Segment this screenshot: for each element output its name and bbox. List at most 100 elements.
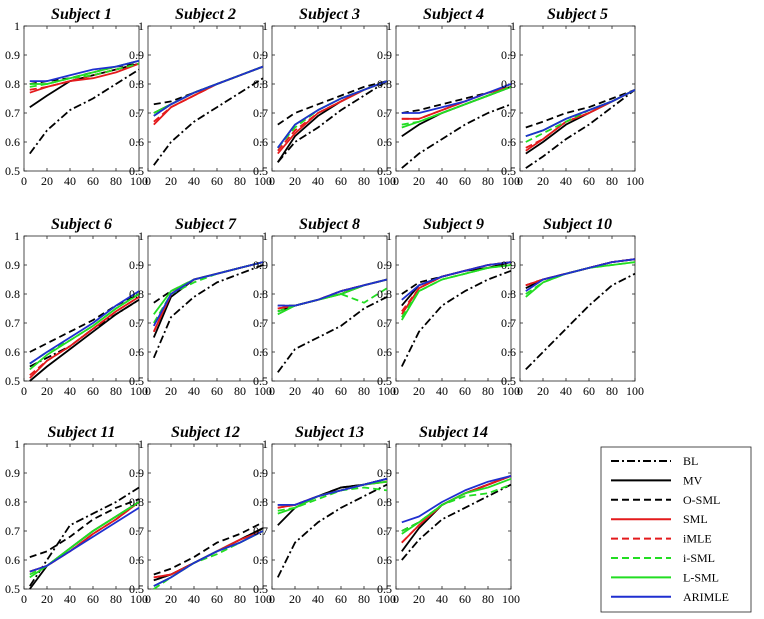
series-line-imle	[29, 296, 140, 376]
series-line-arimle	[525, 258, 636, 292]
x-tick-label: 40	[312, 592, 324, 606]
x-tick-label: 80	[234, 174, 246, 188]
y-tick-label: 0.8	[5, 287, 20, 301]
x-tick-label: 20	[165, 592, 177, 606]
series-line-bl	[152, 264, 264, 359]
plot-area	[147, 235, 264, 382]
x-tick-label: 60	[87, 592, 99, 606]
x-tick-label: 20	[289, 384, 301, 398]
legend-label-sml: SML	[683, 512, 708, 526]
x-tick-label: 20	[165, 174, 177, 188]
series-line-o-sml	[525, 88, 636, 129]
series-line-l-sml	[401, 264, 512, 321]
series-line-arimle	[29, 59, 140, 82]
y-tick-label: 1	[510, 229, 516, 243]
y-tick-label: 0.6	[377, 553, 392, 567]
x-tick-label: 40	[188, 384, 200, 398]
y-tick-label: 0.9	[5, 48, 20, 62]
x-tick-label: 0	[517, 174, 523, 188]
x-tick-label: 100	[502, 384, 520, 398]
y-tick-label: 0.6	[129, 135, 144, 149]
y-tick-label: 0.8	[129, 287, 144, 301]
x-tick-label: 60	[211, 384, 223, 398]
y-tick-label: 0.5	[501, 164, 516, 178]
legend-label-l-sml: L-SML	[683, 570, 719, 584]
y-tick-label: 0.8	[377, 287, 392, 301]
x-tick-label: 20	[41, 592, 53, 606]
y-tick-label: 0.9	[253, 258, 268, 272]
y-tick-label: 0.7	[253, 316, 268, 330]
x-tick-label: 100	[502, 174, 520, 188]
x-tick-label: 40	[312, 384, 324, 398]
chart-title: Subject 11	[47, 424, 115, 441]
series-line-o-sml	[277, 80, 388, 126]
chart-subject-4: Subject 4 0.5 0.6 0.7 0.8 0.9 1 0 20 40 60 80 100	[377, 6, 520, 188]
x-tick-label: 40	[64, 592, 76, 606]
legend-label-imle: iMLE	[683, 532, 712, 546]
y-tick-label: 0.6	[377, 345, 392, 359]
chart-title: Subject 12	[171, 424, 240, 441]
x-tick-label: 40	[436, 174, 448, 188]
y-tick-label: 1	[138, 437, 144, 451]
y-tick-label: 0.5	[129, 582, 144, 596]
series-line-l-sml	[401, 86, 512, 129]
x-tick-label: 0	[269, 384, 275, 398]
y-tick-label: 1	[386, 437, 392, 451]
x-tick-label: 40	[64, 174, 76, 188]
x-tick-label: 0	[145, 174, 151, 188]
x-tick-label: 0	[269, 592, 275, 606]
x-tick-label: 0	[21, 384, 27, 398]
y-tick-label: 0.5	[253, 374, 268, 388]
series-line-bl	[401, 103, 512, 169]
x-tick-label: 0	[393, 384, 399, 398]
y-tick-label: 0.8	[5, 77, 20, 91]
x-tick-label: 0	[269, 174, 275, 188]
x-tick-label: 80	[606, 174, 618, 188]
x-tick-label: 0	[21, 592, 27, 606]
chart-subject-3: Subject 3 0.5 0.6 0.7 0.8 0.9 1 0 20 40 60 80 100	[253, 6, 396, 188]
y-tick-label: 0.8	[129, 77, 144, 91]
y-tick-label: 0.6	[5, 345, 20, 359]
x-tick-label: 100	[130, 384, 148, 398]
x-tick-label: 40	[560, 384, 572, 398]
x-tick-label: 60	[583, 384, 595, 398]
chart-title: Subject 13	[295, 424, 364, 441]
series-line-arimle	[277, 278, 388, 307]
x-tick-label: 100	[378, 384, 396, 398]
legend-label-o-sml: O-SML	[683, 493, 720, 507]
y-tick-label: 0.6	[253, 135, 268, 149]
y-tick-label: 0.5	[129, 164, 144, 178]
series-line-arimle	[277, 80, 388, 149]
x-tick-label: 100	[502, 592, 520, 606]
series-line-l-sml	[401, 477, 512, 535]
series-line-bl	[153, 77, 264, 166]
x-tick-label: 60	[211, 592, 223, 606]
chart-subject-1: Subject 1 0.5 0.6 0.7 0.8 0.9 1 0 20 40 60 80 100	[5, 6, 148, 188]
chart-subject-10: Subject 10 0.5 0.6 0.7 0.8 0.9 1 0 20 40 60 80 100	[501, 216, 644, 398]
x-tick-label: 80	[234, 592, 246, 606]
y-tick-label: 1	[386, 19, 392, 33]
x-tick-label: 60	[459, 384, 471, 398]
x-tick-label: 100	[626, 174, 644, 188]
y-tick-label: 1	[14, 437, 20, 451]
y-tick-label: 0.5	[377, 582, 392, 596]
x-tick-label: 80	[234, 384, 246, 398]
x-tick-label: 80	[482, 384, 494, 398]
y-tick-label: 0.8	[377, 495, 392, 509]
y-tick-label: 0.8	[501, 287, 516, 301]
y-tick-label: 0.6	[129, 553, 144, 567]
series-line-bl	[400, 269, 512, 367]
y-tick-label: 0.6	[253, 553, 268, 567]
y-tick-label: 1	[262, 19, 268, 33]
x-tick-label: 60	[87, 384, 99, 398]
x-tick-label: 40	[312, 174, 324, 188]
x-tick-label: 0	[145, 592, 151, 606]
chart-title: Subject 6	[51, 216, 112, 233]
x-tick-label: 80	[358, 592, 370, 606]
series-line-bl	[525, 89, 636, 169]
series-line-arimle	[401, 261, 512, 301]
x-tick-label: 20	[413, 592, 425, 606]
y-tick-label: 0.8	[501, 77, 516, 91]
series-line-bl	[276, 483, 388, 578]
series-line-o-sml	[153, 521, 264, 576]
